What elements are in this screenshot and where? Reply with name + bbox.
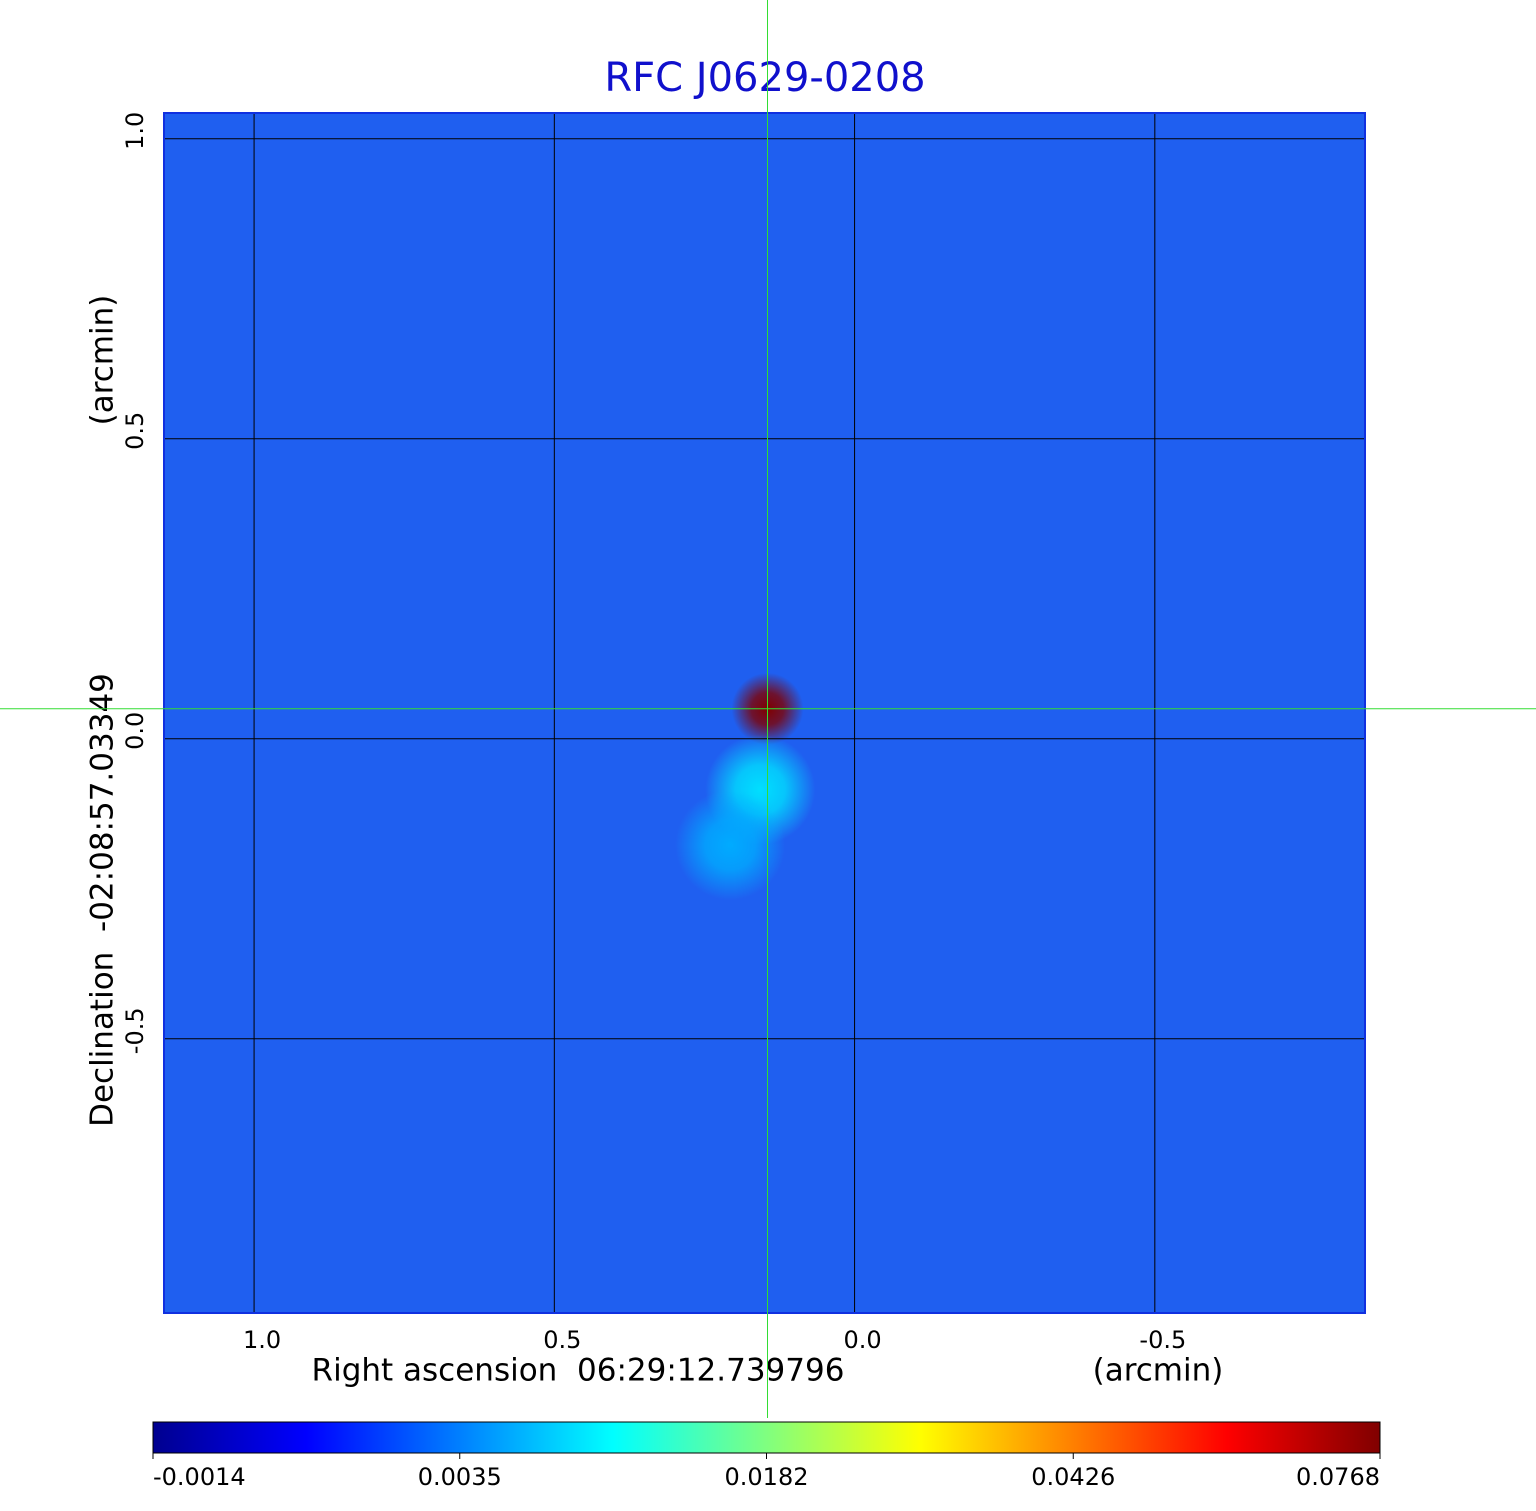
colorbar-tick-label: 0.0035 [418,1463,502,1491]
y-axis-unit: (arcmin) [85,295,121,426]
source [675,790,786,900]
y-tick-label: -0.5 [121,1007,149,1054]
y-axis-label: Declination -02:08:57.03349 [85,673,121,1127]
x-tick-label: 0.5 [543,1326,581,1354]
colorbar-tick-label: 0.0768 [1296,1463,1380,1491]
y-tick-label: 0.0 [121,712,149,750]
x-tick-label: 1.0 [243,1326,281,1354]
x-tick-label: -0.5 [1139,1326,1186,1354]
colorbar-tick-label: 0.0426 [1031,1463,1115,1491]
plot-frame [163,112,1366,1314]
x-axis-unit: (arcmin) [1093,1353,1224,1389]
colorbar-tick-label: 0.0182 [725,1463,809,1491]
y-tick-label: 1.0 [121,112,149,150]
y-tick-label: 0.5 [121,412,149,450]
colorbar [152,1421,1381,1454]
x-axis-label: Right ascension 06:29:12.739796 [312,1353,845,1389]
colorbar-tick-label: -0.0014 [153,1463,246,1491]
x-tick-label: 0.0 [843,1326,881,1354]
chart-title: RFC J0629-0208 [604,55,925,101]
